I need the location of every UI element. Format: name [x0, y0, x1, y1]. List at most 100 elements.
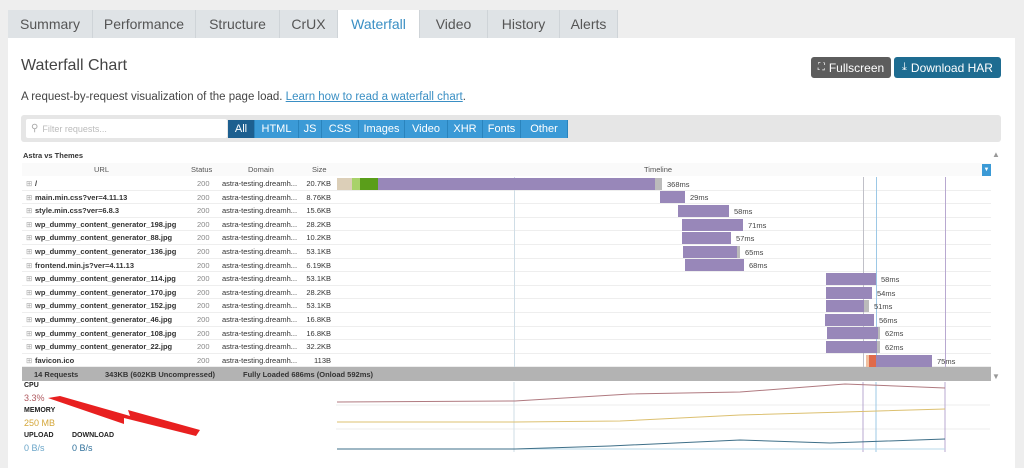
timeline-bar[interactable] — [682, 218, 743, 231]
filter-css[interactable]: CSS — [322, 120, 359, 138]
table-row[interactable]: ⊞ wp_dummy_content_generator_136.jpg 200… — [22, 245, 991, 259]
download-har-button[interactable]: ⤓ Download HAR — [894, 57, 1001, 78]
column-status[interactable]: Status — [191, 165, 213, 174]
table-row[interactable]: ⊞ frontend.min.js?ver=4.11.13 200 astra-… — [22, 259, 991, 273]
table-row[interactable]: ⊞ / 200 astra-testing.dreamh... 20.7KB — [22, 177, 991, 191]
table-row[interactable]: ⊞ wp_dummy_content_generator_22.jpg 200 … — [22, 340, 991, 354]
request-domain: astra-testing.dreamh... — [222, 274, 298, 284]
request-domain: astra-testing.dreamh... — [222, 192, 298, 202]
filter-other[interactable]: Other — [521, 120, 568, 138]
column-timeline[interactable]: Timeline — [644, 165, 673, 174]
request-size: 53.1KB — [306, 247, 331, 256]
column-domain[interactable]: Domain — [248, 165, 274, 174]
table-row[interactable]: ⊞ wp_dummy_content_generator_170.jpg 200… — [22, 286, 991, 300]
expand-icon[interactable]: ⊞ — [26, 247, 33, 256]
tab-video[interactable]: Video — [420, 10, 488, 38]
cpu-label: CPU — [24, 382, 39, 389]
expand-icon[interactable]: ⊞ — [26, 287, 33, 297]
filter-input[interactable]: ⚲ Filter requests... — [26, 119, 227, 138]
filter-all[interactable]: All — [228, 120, 255, 138]
table-row[interactable]: ⊞ wp_dummy_content_generator_152.jpg 200… — [22, 299, 991, 313]
timeline-bar[interactable] — [685, 259, 744, 272]
request-duration: 54ms — [877, 288, 896, 298]
table-row[interactable]: ⊞ favicon.ico 200 astra-testing.dreamh..… — [22, 354, 991, 368]
tab-summary[interactable]: Summary — [8, 10, 93, 38]
expand-icon: ⛶ — [817, 62, 825, 73]
timeline-bar[interactable] — [655, 177, 662, 190]
tab-structure[interactable]: Structure — [196, 10, 280, 38]
filter-js[interactable]: JS — [299, 120, 322, 138]
expand-icon[interactable]: ⊞ — [26, 274, 33, 284]
fullscreen-button[interactable]: ⛶ Fullscreen — [811, 57, 891, 78]
table-row[interactable]: ⊞ style.min.css?ver=6.8.3 200 astra-test… — [22, 204, 991, 218]
timeline-bar[interactable] — [682, 232, 731, 245]
expand-icon[interactable]: ⊞ — [26, 355, 33, 365]
timeline-dropdown-icon[interactable]: ▼ — [982, 164, 991, 176]
timeline-bar[interactable] — [827, 327, 878, 340]
expand-icon[interactable]: ⊞ — [26, 179, 33, 188]
timeline-bar[interactable] — [869, 354, 876, 367]
request-duration: 71ms — [748, 220, 767, 230]
timeline-bar[interactable] — [737, 245, 740, 258]
timeline-bar[interactable] — [826, 286, 872, 299]
tab-performance[interactable]: Performance — [93, 10, 196, 38]
expand-icon[interactable]: ⊞ — [26, 233, 33, 243]
filter-video[interactable]: Video — [405, 120, 448, 138]
table-row[interactable]: ⊞ wp_dummy_content_generator_198.jpg 200… — [22, 218, 991, 232]
filter-html[interactable]: HTML — [255, 120, 299, 138]
table-row[interactable]: ⊞ main.min.css?ver=4.11.13 200 astra-tes… — [22, 191, 991, 205]
timeline-bar[interactable] — [378, 177, 655, 190]
column-size[interactable]: Size — [312, 165, 327, 174]
timeline-bar[interactable] — [826, 300, 864, 313]
timeline-bar[interactable] — [337, 177, 352, 190]
column-url[interactable]: URL — [94, 165, 110, 174]
description: A request-by-request visualization of th… — [21, 91, 466, 103]
timeline-bar[interactable] — [678, 205, 729, 217]
timeline-bar[interactable] — [683, 245, 737, 258]
timeline-bar[interactable] — [866, 354, 869, 367]
expand-icon[interactable]: ⊞ — [26, 342, 33, 352]
timeline-bar[interactable] — [352, 177, 360, 190]
timeline-bar[interactable] — [876, 354, 932, 367]
filter-fonts[interactable]: Fonts — [483, 120, 521, 138]
table-row[interactable]: ⊞ wp_dummy_content_generator_108.jpg 200… — [22, 327, 991, 341]
tab-alerts[interactable]: Alerts — [560, 10, 618, 38]
request-size: 32.2KB — [306, 342, 331, 352]
timeline-bar[interactable] — [660, 191, 685, 204]
expand-icon[interactable]: ⊞ — [26, 206, 33, 216]
scroll-down-icon[interactable]: ▼ — [992, 372, 1000, 381]
timeline-bar[interactable] — [878, 327, 880, 340]
timeline-bar[interactable] — [825, 313, 874, 326]
tab-history[interactable]: History — [488, 10, 560, 38]
expand-icon[interactable]: ⊞ — [26, 315, 33, 324]
expand-icon[interactable]: ⊞ — [26, 219, 33, 229]
expand-icon[interactable]: ⊞ — [26, 328, 33, 338]
table-row[interactable]: ⊞ wp_dummy_content_generator_88.jpg 200 … — [22, 231, 991, 245]
table-header: URL Status Domain Size Timeline — [22, 163, 991, 176]
upload-label: UPLOAD — [24, 432, 54, 439]
timeline-bar[interactable] — [877, 341, 880, 353]
expand-icon[interactable]: ⊞ — [26, 260, 33, 270]
request-duration: 57ms — [736, 234, 755, 244]
timeline-bar[interactable] — [826, 341, 877, 353]
request-duration: 51ms — [874, 302, 893, 312]
filter-images[interactable]: Images — [359, 120, 405, 138]
timeline-bar[interactable] — [864, 300, 869, 313]
download-value: 0 B/s — [72, 443, 93, 453]
tab-waterfall[interactable]: Waterfall — [338, 10, 420, 38]
request-url: wp_dummy_content_generator_136.jpg — [35, 247, 177, 256]
request-size: 16.8KB — [306, 315, 331, 324]
timeline-bar[interactable] — [360, 177, 378, 190]
learn-waterfall-link[interactable]: Learn how to read a waterfall chart — [285, 91, 463, 103]
table-row[interactable]: ⊞ wp_dummy_content_generator_114.jpg 200… — [22, 272, 991, 286]
table-row[interactable]: ⊞ wp_dummy_content_generator_46.jpg 200 … — [22, 313, 991, 327]
timeline-bar[interactable] — [826, 273, 876, 285]
filter-xhr[interactable]: XHR — [448, 120, 483, 138]
expand-icon[interactable]: ⊞ — [26, 192, 33, 202]
scroll-up-icon[interactable]: ▲ — [992, 150, 1000, 159]
expand-icon[interactable]: ⊞ — [26, 301, 33, 311]
request-status: 200 — [197, 192, 210, 202]
tab-crux[interactable]: CrUX — [280, 10, 338, 38]
request-url: favicon.ico — [35, 355, 75, 365]
request-domain: astra-testing.dreamh... — [222, 328, 298, 338]
